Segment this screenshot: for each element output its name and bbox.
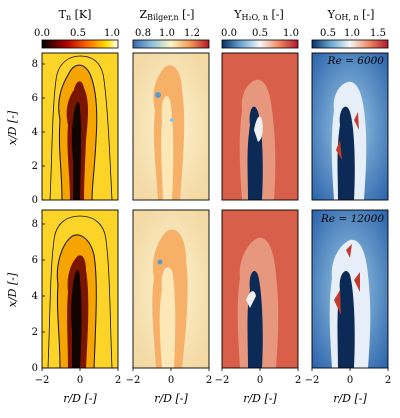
annotation-re-6000: Re = 6000 [327,55,385,67]
cb1-tick-2: 1.2 [184,28,200,39]
y-axis-row1 [42,223,45,369]
xtick-c3-1: 0 [347,375,353,386]
xtick-c2-0: −2 [215,375,230,386]
annotation-re-12000: Re = 12000 [320,213,384,225]
x-axis-label-c1: r/D [-] [154,392,188,405]
ytick-row0-3: 6 [32,93,38,104]
xtick-c3-0: −2 [305,375,320,386]
title-col-0: Tn [K] [59,8,92,22]
y-tick-labels-row1: 0 2 4 6 8 [32,219,38,374]
y-tick-labels-row0: 0 2 4 6 8 [32,59,38,206]
panel-oh-row0 [311,52,389,201]
panel-oh-row1 [311,209,389,369]
cb3-tick-0: 0.5 [320,28,336,39]
panel-temperature-row1 [41,209,119,369]
xtick-c2-2: 2 [295,375,301,386]
y-axis-row0 [42,63,45,201]
ytick-row0-1: 2 [32,161,38,172]
x-axis-labels: r/D [-] r/D [-] r/D [-] r/D [-] [63,392,367,405]
xtick-c1-0: −2 [126,375,141,386]
cb2-tick-2: 1.0 [283,28,299,39]
ytick-row1-3: 6 [32,255,38,266]
ytick-row1-2: 4 [32,291,38,302]
panel-h2o-row0 [221,52,299,201]
column-titles: Tn [K] ZBilger,n [-] YH₂O, n [-] YOH, n … [59,8,375,22]
x-tick-labels: −2 0 2 −2 0 2 −2 0 2 −2 0 2 [35,375,392,386]
x-axis-label-c0: r/D [-] [63,392,97,405]
xtick-c0-1: 0 [77,375,83,386]
cb2-tick-1: 0.5 [252,28,268,39]
ytick-row1-4: 8 [32,219,38,230]
xtick-c3-2: 2 [385,375,391,386]
cb0-tick-2: 1.0 [104,28,120,39]
panel-h2o-row1 [221,209,299,369]
title-col-1: ZBilger,n [-] [140,8,195,22]
panel-bilger-row0 [132,52,210,201]
cb2-tick-0: 0.0 [221,28,237,39]
re-annotations: Re = 6000 Re = 12000 [320,55,384,225]
colorbar-temperature [41,39,119,49]
xtick-c1-2: 2 [206,375,212,386]
cb3-tick-2: 1.5 [370,28,386,39]
cb3-tick-1: 1.0 [344,28,360,39]
cb1-tick-1: 1.0 [159,28,175,39]
xtick-c0-2: 2 [115,375,121,386]
xtick-c1-1: 0 [168,375,174,386]
colorbars [41,39,389,49]
panel-temperature-row0 [41,52,119,201]
colorbar-h2o [221,39,299,49]
cb0-tick-0: 0.0 [34,28,50,39]
x-axis-label-c2: r/D [-] [243,392,277,405]
title-col-3: YOH, n [-] [327,8,375,22]
colorbar-bilger [132,39,210,49]
ytick-row0-2: 4 [32,127,38,138]
panel-bilger-row1 [132,209,210,369]
title-col-2: YH₂O, n [-] [233,8,284,22]
y-axis-label-row1: x/D [-] [6,272,19,307]
ytick-row0-4: 8 [32,59,38,70]
cb0-tick-1: 0.5 [70,28,86,39]
ytick-row1-0: 0 [32,363,38,374]
xtick-c0-0: −2 [35,375,50,386]
colorbar-tick-labels: 0.0 0.5 1.0 0.8 1.0 1.2 0.0 0.5 1.0 0.5 … [34,28,386,39]
x-axis-label-c3: r/D [-] [333,392,367,405]
xtick-c2-1: 0 [257,375,263,386]
x-axis-ticks [41,368,389,371]
ytick-row1-1: 2 [32,327,38,338]
cb1-tick-0: 0.8 [135,28,151,39]
colorbar-oh [311,39,389,49]
y-axis-label-row0: x/D [-] [6,110,19,145]
ytick-row0-0: 0 [32,195,38,206]
